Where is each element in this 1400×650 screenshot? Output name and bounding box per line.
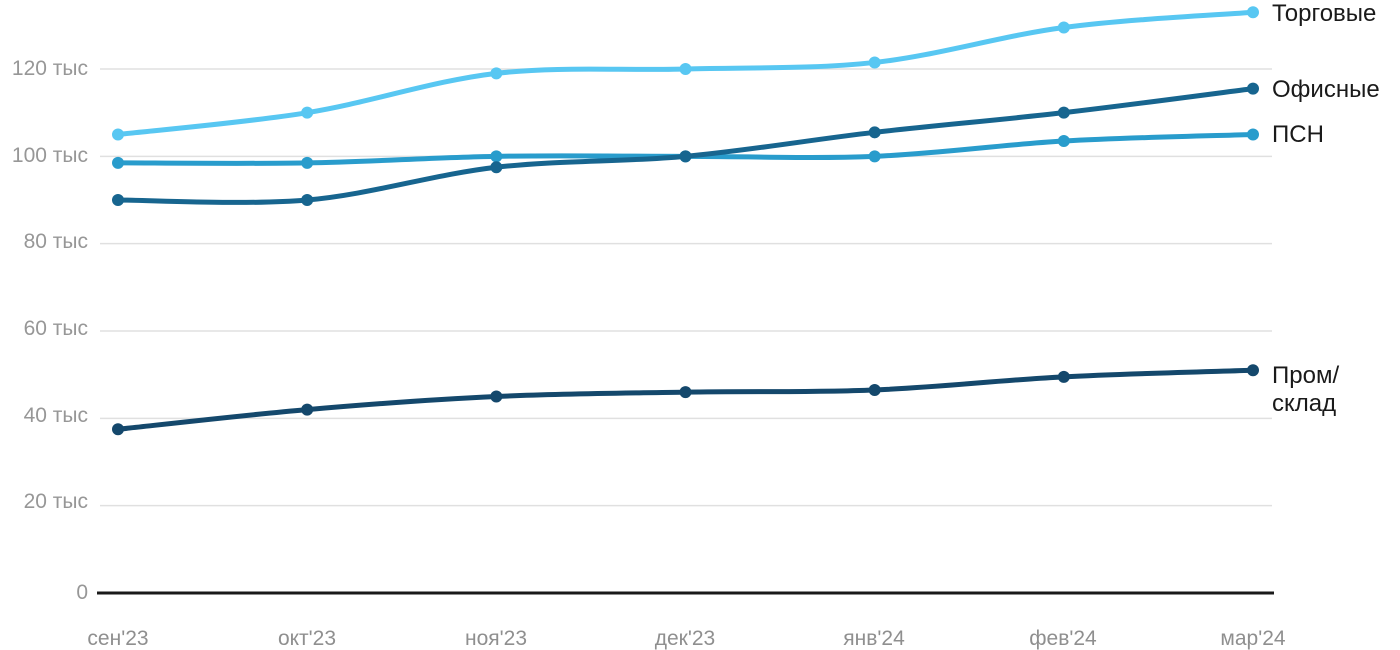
data-point-marker-0 (112, 128, 124, 141)
data-point-marker-3 (112, 423, 124, 436)
data-point-marker-1 (1247, 82, 1259, 95)
series-label-office: Офисные (1272, 76, 1380, 103)
data-point-marker-2 (301, 156, 314, 169)
series-line-1 (115, 86, 1256, 205)
y-axis-tick-label: 60 тыс (23, 317, 88, 340)
x-axis-tick-label: фев'24 (1029, 627, 1097, 650)
data-point-marker-1 (301, 194, 314, 206)
data-point-marker-3 (1247, 364, 1259, 377)
data-point-marker-1 (490, 161, 503, 174)
y-axis-tick-label: 20 тыс (23, 490, 88, 513)
data-point-marker-3 (301, 403, 314, 416)
y-axis-tick-label: 0 (76, 581, 88, 604)
data-point-marker-0 (679, 63, 692, 75)
data-point-marker-2 (1057, 135, 1070, 148)
x-axis-tick-label: окт'23 (277, 627, 337, 650)
data-point-marker-1 (1057, 106, 1070, 119)
y-axis-tick-label: 100 тыс (11, 144, 88, 167)
data-point-marker-2 (868, 150, 881, 163)
data-point-marker-2 (490, 150, 503, 163)
x-axis-tick-label: сен'23 (87, 627, 149, 650)
y-axis-tick-label: 40 тыс (23, 404, 88, 427)
data-point-marker-2 (112, 156, 124, 169)
x-axis-tick-label: дек'23 (654, 627, 716, 650)
y-axis-tick-label: 80 тыс (23, 230, 88, 253)
y-axis-tick-label: 120 тыс (11, 57, 88, 80)
x-axis-tick-label: мар'24 (1220, 627, 1286, 650)
data-point-marker-0 (490, 67, 503, 80)
x-axis-tick-label: ноя'23 (464, 627, 527, 650)
data-point-marker-0 (301, 106, 314, 119)
data-point-marker-0 (1057, 21, 1070, 34)
data-point-marker-3 (1057, 370, 1070, 383)
data-point-marker-3 (679, 386, 692, 399)
series-line-3 (115, 367, 1256, 432)
x-axis-tick-label: янв'24 (843, 627, 905, 650)
data-point-marker-3 (868, 383, 881, 396)
series-label-industrial: Пром/склад (1272, 362, 1340, 417)
data-point-marker-0 (1247, 6, 1259, 19)
data-point-marker-1 (868, 126, 881, 139)
data-point-marker-1 (679, 150, 692, 163)
series-label-psn: ПСН (1272, 121, 1324, 148)
data-point-marker-2 (1247, 128, 1259, 141)
data-point-marker-3 (490, 390, 503, 403)
data-point-marker-0 (868, 56, 881, 69)
data-point-marker-1 (112, 194, 124, 206)
series-label-trade: Торговые (1272, 0, 1377, 27)
